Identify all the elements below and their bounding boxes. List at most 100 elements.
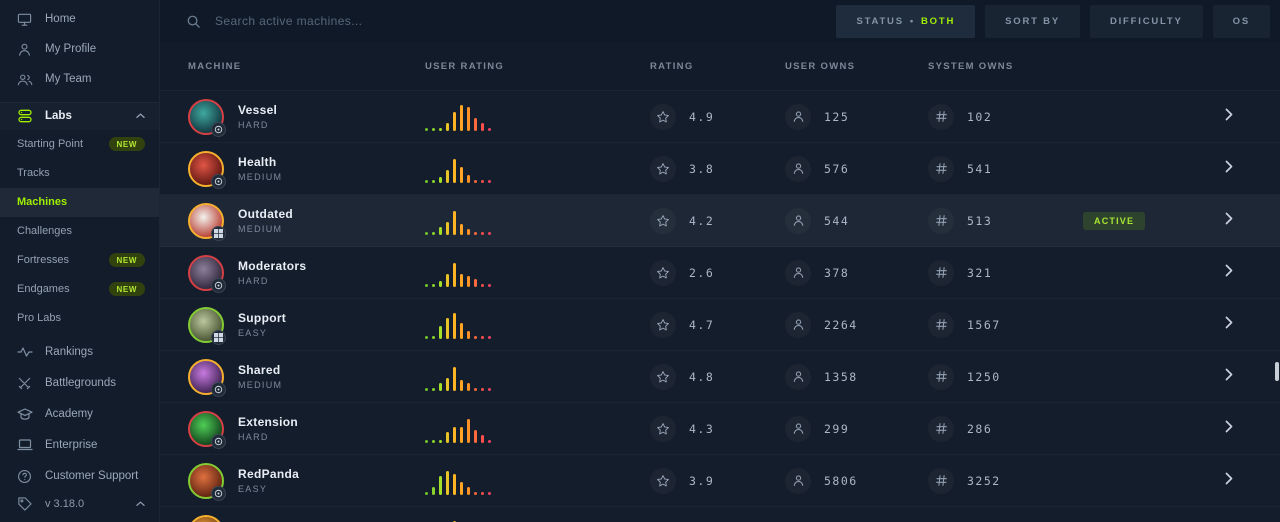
user-owns-value: 5806 bbox=[824, 473, 858, 488]
sidebar-item-home[interactable]: Home bbox=[0, 4, 159, 34]
row-chevron-cell[interactable] bbox=[1218, 368, 1280, 386]
row-chevron-cell[interactable] bbox=[1218, 472, 1280, 490]
machine-avatar bbox=[188, 202, 226, 241]
sidebar-item-tracks[interactable]: Tracks bbox=[0, 159, 159, 188]
search-icon bbox=[186, 14, 201, 29]
sidebar-item-pro-labs[interactable]: Pro Labs bbox=[0, 304, 159, 333]
rating-cell: 4.8 bbox=[650, 363, 785, 390]
row-chevron-cell[interactable] bbox=[1218, 316, 1280, 334]
status-value: BOTH bbox=[921, 15, 956, 27]
machine-difficulty: MEDIUM bbox=[238, 380, 283, 390]
histogram-bar bbox=[453, 520, 456, 522]
machine-row[interactable]: Outdated MEDIUM 4.2 544 513 ACTIVE bbox=[160, 195, 1280, 247]
monitor-icon bbox=[17, 11, 34, 27]
machine-difficulty: MEDIUM bbox=[238, 172, 283, 182]
histogram-bar bbox=[481, 179, 484, 183]
sidebar-item-battlegrounds[interactable]: Battlegrounds bbox=[0, 368, 159, 399]
labs-icon bbox=[17, 108, 34, 124]
machine-row[interactable]: Vessel HARD 4.9 125 102 bbox=[160, 91, 1280, 143]
system-owns-value: 102 bbox=[967, 109, 993, 124]
sidebar-item-endgames[interactable]: Endgames NEW bbox=[0, 275, 159, 304]
person-icon bbox=[785, 207, 811, 234]
histogram-bar bbox=[439, 127, 442, 131]
sidebar-item-starting-point[interactable]: Starting Point NEW bbox=[0, 130, 159, 159]
hash-icon bbox=[928, 467, 954, 494]
histogram-bar bbox=[439, 325, 442, 339]
machine-row[interactable]: Extension HARD 4.3 299 286 bbox=[160, 403, 1280, 455]
histogram-bar bbox=[474, 429, 477, 443]
sort-by-button[interactable]: SORT BY bbox=[985, 4, 1080, 38]
sidebar-item-my-team[interactable]: My Team bbox=[0, 64, 159, 94]
machine-info: Shared MEDIUM bbox=[238, 363, 282, 390]
histogram-bar bbox=[453, 263, 456, 287]
person-icon bbox=[785, 467, 811, 494]
histogram-bar bbox=[488, 439, 491, 443]
histogram-bar bbox=[467, 229, 470, 235]
machine-difficulty: HARD bbox=[238, 432, 269, 442]
sidebar-version[interactable]: v 3.18.0 bbox=[0, 492, 159, 516]
user-rating-histogram bbox=[425, 259, 650, 287]
chevron-right-icon bbox=[1225, 368, 1233, 386]
machine-cell: Moderators HARD bbox=[188, 254, 425, 293]
scrollbar-thumb[interactable] bbox=[1275, 362, 1279, 381]
row-chevron-cell[interactable] bbox=[1218, 160, 1280, 178]
system-owns-cell: 321 bbox=[928, 259, 1073, 286]
rating-cell: 4.2 bbox=[650, 207, 785, 234]
histogram-bar bbox=[432, 179, 435, 183]
row-chevron-cell[interactable] bbox=[1218, 212, 1280, 230]
histogram-bar bbox=[453, 112, 456, 131]
machine-row[interactable]: Shared MEDIUM 4.8 1358 1250 bbox=[160, 351, 1280, 403]
sidebar-item-enterprise[interactable]: Enterprise bbox=[0, 430, 159, 461]
machine-row[interactable]: Moderators HARD 2.6 378 321 bbox=[160, 247, 1280, 299]
search-input[interactable] bbox=[215, 14, 515, 28]
os-filter-button[interactable]: OS bbox=[1212, 4, 1270, 38]
help-icon bbox=[17, 468, 34, 484]
histogram-bar bbox=[467, 174, 470, 183]
machine-row[interactable]: RedPanda EASY 3.9 5806 3252 bbox=[160, 455, 1280, 507]
sidebar-item-label: Pro Labs bbox=[17, 312, 62, 325]
histogram-bar bbox=[474, 117, 477, 131]
sidebar-item-label: Tracks bbox=[17, 167, 50, 180]
machine-name: Moderators bbox=[238, 259, 307, 273]
row-chevron-cell[interactable] bbox=[1218, 264, 1280, 282]
machine-avatar bbox=[188, 98, 226, 137]
star-icon bbox=[650, 155, 676, 182]
system-owns-cell: 541 bbox=[928, 155, 1073, 182]
histogram-bar bbox=[460, 273, 463, 287]
status-filter-button[interactable]: STATUS • BOTH bbox=[836, 4, 976, 38]
user-owns-value: 1358 bbox=[824, 369, 858, 384]
sidebar-item-customer-support[interactable]: Customer Support bbox=[0, 461, 159, 492]
sidebar-item-label: Endgames bbox=[17, 283, 70, 296]
table-header: MACHINE USER RATING RATING USER OWNS SYS… bbox=[160, 42, 1280, 91]
difficulty-filter-button[interactable]: DIFFICULTY bbox=[1089, 4, 1203, 38]
sidebar-item-label: My Team bbox=[45, 73, 92, 85]
sidebar-item-machines[interactable]: Machines bbox=[0, 187, 159, 217]
user-owns-value: 576 bbox=[824, 161, 850, 176]
sidebar-item-rankings[interactable]: Rankings bbox=[0, 337, 159, 368]
sidebar-item-fortresses[interactable]: Fortresses NEW bbox=[0, 246, 159, 275]
machine-row[interactable]: Health MEDIUM 3.8 576 541 bbox=[160, 143, 1280, 195]
sidebar-item-challenges[interactable]: Challenges bbox=[0, 217, 159, 246]
sidebar-item-academy[interactable]: Academy bbox=[0, 399, 159, 430]
user-owns-cell: 1358 bbox=[785, 363, 928, 390]
rating-value: 3.9 bbox=[689, 473, 715, 488]
row-chevron-cell[interactable] bbox=[1218, 108, 1280, 126]
histogram-bar bbox=[453, 473, 456, 495]
status-label: STATUS bbox=[856, 15, 904, 27]
machine-info: Health MEDIUM bbox=[238, 155, 282, 182]
sidebar-item-label: Battlegrounds bbox=[45, 377, 116, 390]
sidebar-item-my-profile[interactable]: My Profile bbox=[0, 34, 159, 64]
star-icon bbox=[650, 363, 676, 390]
swords-icon bbox=[17, 375, 34, 391]
row-chevron-cell[interactable] bbox=[1218, 420, 1280, 438]
sidebar-section-labs[interactable]: Labs bbox=[0, 102, 159, 130]
machine-row[interactable]: Support EASY 4.7 2264 1567 bbox=[160, 299, 1280, 351]
sidebar-item-label: Academy bbox=[45, 408, 93, 421]
active-badge: ACTIVE bbox=[1083, 212, 1146, 230]
histogram-bar bbox=[481, 283, 484, 287]
status-badge-cell: ACTIVE bbox=[1073, 211, 1218, 230]
machine-row[interactable] bbox=[160, 507, 1280, 522]
histogram-bar bbox=[446, 471, 449, 495]
activity-icon bbox=[17, 344, 34, 360]
